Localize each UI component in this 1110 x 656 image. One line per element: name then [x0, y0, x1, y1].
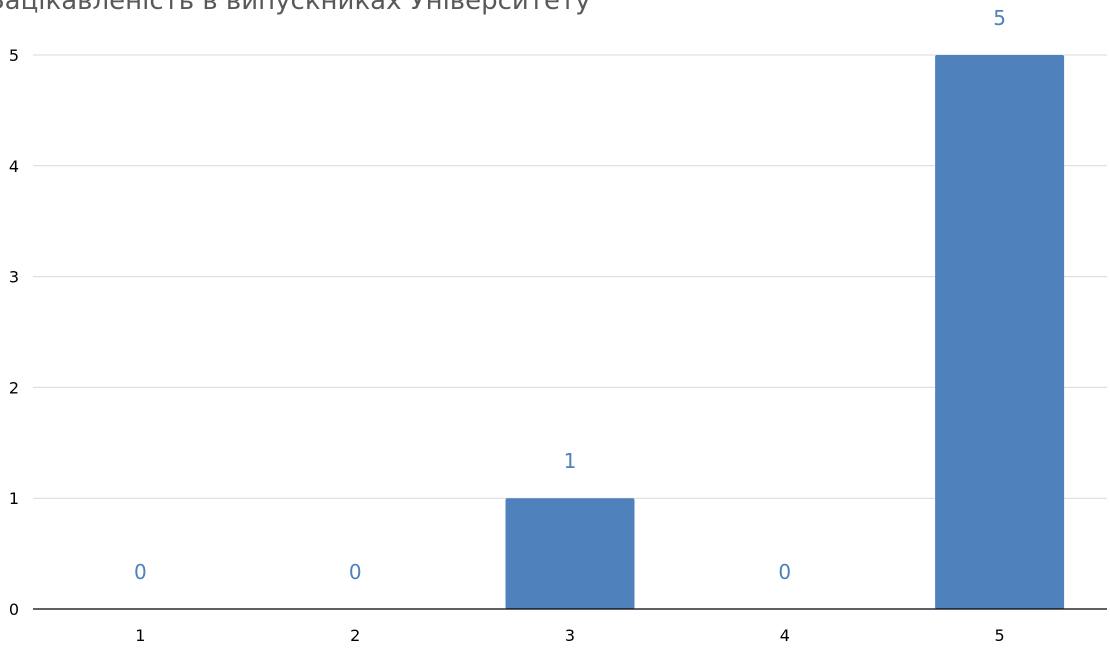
bar	[935, 55, 1065, 609]
y-tick-label: 1	[9, 489, 19, 508]
x-tick-label: 4	[780, 626, 790, 645]
bar	[505, 498, 635, 609]
y-tick-label: 2	[9, 378, 19, 397]
data-label: 0	[778, 560, 791, 584]
data-label: 1	[564, 449, 577, 473]
data-label: 0	[349, 560, 362, 584]
y-tick-label: 0	[9, 600, 19, 619]
y-tick-label: 5	[9, 46, 19, 65]
data-label: 5	[993, 6, 1006, 30]
x-tick-label: 1	[135, 626, 145, 645]
y-tick-label: 4	[9, 157, 19, 176]
x-tick-label: 3	[565, 626, 575, 645]
x-tick-label: 5	[995, 626, 1005, 645]
y-tick-label: 3	[9, 268, 19, 287]
chart-title: Зацікавленість в випускниках Університет…	[0, 0, 591, 16]
data-label: 0	[134, 560, 147, 584]
x-tick-label: 2	[350, 626, 360, 645]
